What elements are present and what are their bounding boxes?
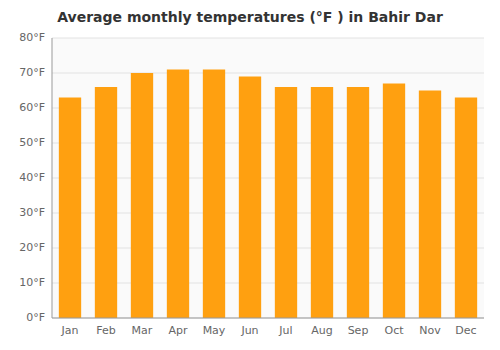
- x-tick-label: Jan: [61, 324, 79, 337]
- y-axis-line: [52, 38, 53, 318]
- bar: [239, 77, 261, 319]
- x-tick-label: Nov: [419, 324, 441, 337]
- y-tick-label: 40°F: [19, 171, 45, 184]
- chart-title: Average monthly temperatures (°F ) in Ba…: [57, 9, 443, 25]
- grid-line: [52, 73, 484, 74]
- x-tick-label: Oct: [384, 324, 404, 337]
- y-tick-label: 20°F: [19, 241, 45, 254]
- bars: [59, 70, 477, 319]
- x-tick-label: Aug: [311, 324, 332, 337]
- grid-line: [52, 38, 484, 39]
- bar: [275, 87, 297, 318]
- grid-line: [52, 318, 484, 319]
- x-tick-labels: Jan Feb Mar Apr May Jun Jul Aug Sep Oct Nov Dec: [61, 324, 477, 337]
- plot-background: [52, 38, 484, 318]
- x-tick-label: Apr: [168, 324, 188, 337]
- bar: [131, 73, 153, 318]
- y-tick-labels: 0°F 10°F 20°F 30°F 40°F 50°F 60°F 70°F 80°F: [19, 31, 45, 324]
- bar: [311, 87, 333, 318]
- x-tick-label: Mar: [132, 324, 153, 337]
- bar: [383, 84, 405, 319]
- x-axis-line: [52, 318, 484, 319]
- y-grid: [52, 38, 484, 318]
- x-tick-label: Feb: [96, 324, 115, 337]
- bar: [203, 70, 225, 319]
- x-tick-label: Jul: [278, 324, 292, 337]
- y-tick-label: 50°F: [19, 136, 45, 149]
- x-tick-label: Dec: [455, 324, 476, 337]
- chart-container: 0°F 10°F 20°F 30°F 40°F 50°F 60°F 70°F 80°F Jan Fe…: [0, 0, 500, 350]
- bar: [419, 91, 441, 319]
- x-tick-label: May: [203, 324, 226, 337]
- y-tick-label: 70°F: [19, 66, 45, 79]
- y-tick-label: 10°F: [19, 276, 45, 289]
- y-tick-label: 30°F: [19, 206, 45, 219]
- y-tick-label: 0°F: [26, 311, 45, 324]
- bar: [347, 87, 369, 318]
- bar: [167, 70, 189, 319]
- bar: [95, 87, 117, 318]
- y-tick-label: 60°F: [19, 101, 45, 114]
- x-tick-label: Jun: [240, 324, 258, 337]
- chart: 0°F 10°F 20°F 30°F 40°F 50°F 60°F 70°F 80°F Jan Fe…: [0, 0, 500, 350]
- bar: [59, 98, 81, 319]
- y-tick-label: 80°F: [19, 31, 45, 44]
- bar: [455, 98, 477, 319]
- x-tick-label: Sep: [348, 324, 369, 337]
